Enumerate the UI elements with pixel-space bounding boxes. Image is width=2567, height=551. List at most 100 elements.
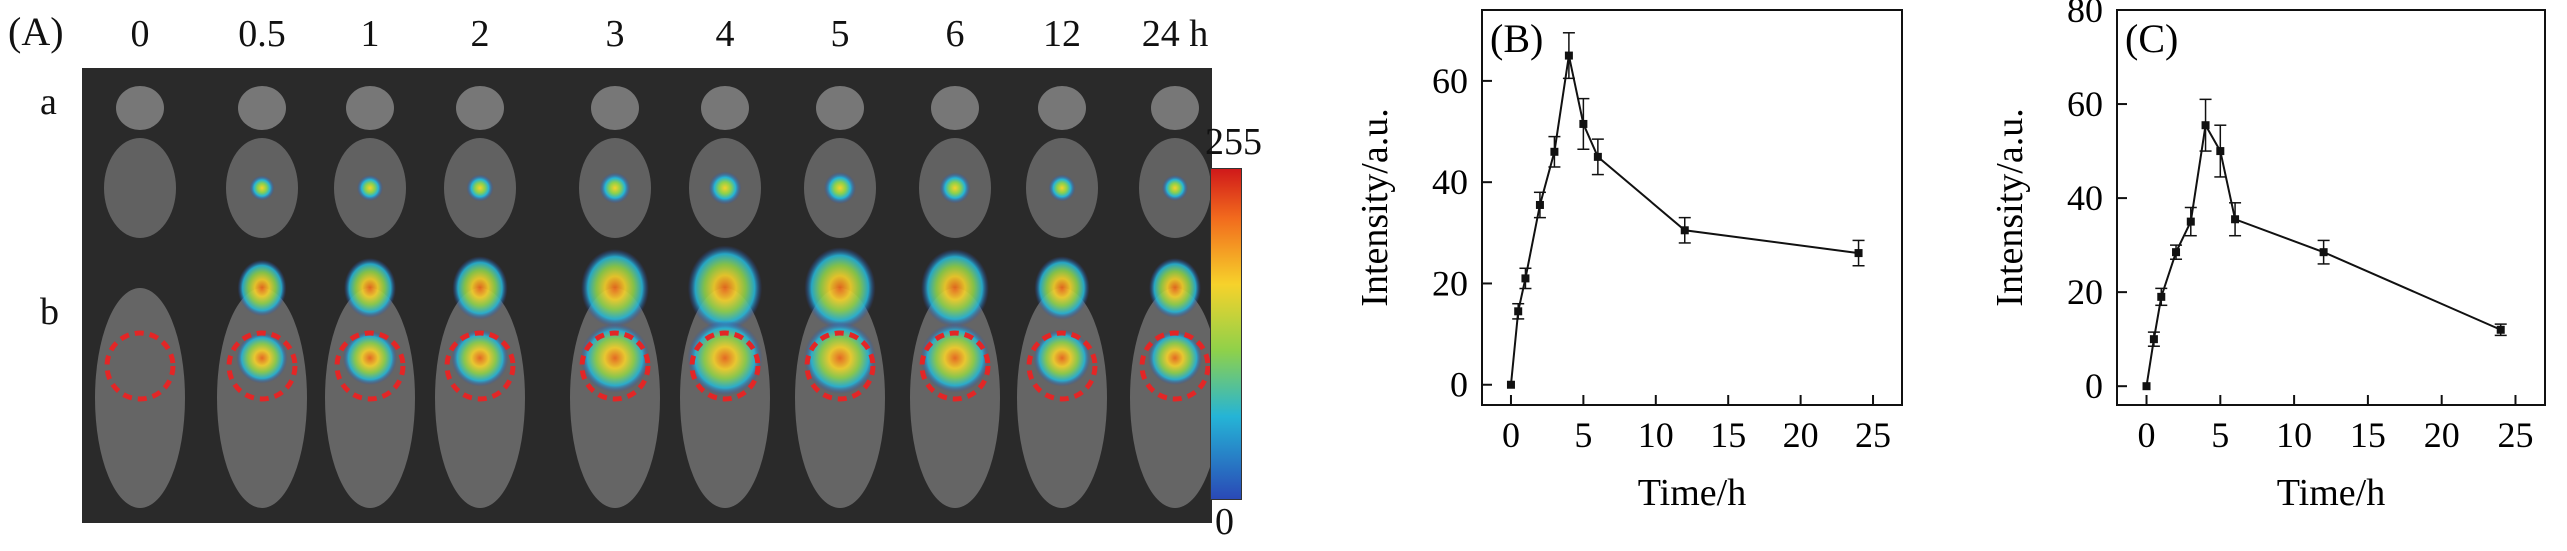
fluorescence-region — [581, 249, 649, 327]
y-tick-label: 60 — [1432, 61, 1468, 101]
y-tick-label: 40 — [2067, 178, 2103, 218]
data-point — [1680, 226, 1689, 235]
row-label-b: b — [40, 291, 59, 333]
fluorescence-region — [1033, 329, 1091, 387]
panel-a-label: (A) — [8, 9, 64, 54]
x-tick-label: 10 — [1638, 415, 1674, 455]
x-axis-label: Time/h — [2277, 472, 2385, 514]
time-label: 1 — [360, 13, 380, 55]
x-tick-label: 0 — [1502, 415, 1520, 455]
region-marker-circle — [579, 330, 651, 402]
time-label: 12 — [1043, 13, 1081, 55]
colorbar — [1210, 168, 1242, 500]
row-label-a: a — [40, 81, 57, 123]
fluorescence-region — [804, 247, 876, 329]
fluorescence-spot — [1162, 175, 1188, 201]
data-point — [2186, 217, 2195, 226]
fluorescence-region — [236, 332, 288, 384]
fluorescence-spot — [1048, 174, 1076, 202]
region-marker-circle — [1139, 330, 1211, 402]
fluorescence-spot — [939, 172, 971, 204]
fluorescence-spot — [599, 172, 631, 204]
data-point — [2216, 147, 2225, 156]
data-point — [2201, 121, 2210, 130]
mouse-head — [456, 86, 504, 130]
data-point — [1521, 274, 1530, 283]
data-point — [1550, 147, 1559, 156]
x-tick-label: 15 — [2350, 415, 2386, 455]
data-point — [2172, 248, 2181, 257]
region-marker-circle — [919, 330, 991, 402]
panel-label: (C) — [2125, 16, 2178, 61]
time-label: 6 — [945, 13, 965, 55]
data-point — [1854, 249, 1863, 258]
time-label: 5 — [830, 13, 850, 55]
fluorescence-spot — [249, 175, 275, 201]
chart-b: 0 5 10 15 20 25 0 20 40 60 Time/h Intensity/a.u. (B) — [1354, 9, 1903, 514]
y-tick-label: 60 — [2067, 84, 2103, 124]
x-tick-label: 10 — [2276, 415, 2312, 455]
series-line — [1509, 55, 1859, 385]
data-point — [1514, 307, 1523, 316]
plot-frame — [1481, 9, 1903, 406]
mouse-head — [1151, 86, 1199, 130]
plot-frame — [2116, 9, 2546, 406]
data-point — [1593, 152, 1602, 161]
x-tick-label: 25 — [2497, 415, 2533, 455]
x-tick-label: 5 — [2211, 415, 2229, 455]
fluorescence-spot — [708, 171, 742, 205]
region-marker-circle — [689, 330, 761, 402]
panel-label: (B) — [1490, 16, 1543, 61]
data-point — [1506, 380, 1515, 389]
mouse-head — [701, 86, 749, 130]
x-tick-label: 20 — [2424, 415, 2460, 455]
fluorescence-region — [343, 331, 397, 385]
x-tick-label: 0 — [2138, 415, 2156, 455]
fluorescence-region — [451, 329, 509, 387]
fluorescence-region — [452, 256, 508, 320]
x-tick-label: 15 — [1710, 415, 1746, 455]
mouse-head — [1038, 86, 1086, 130]
chart-c: 0 5 10 15 20 25 0 20 40 60 80 Time/h Intensity/a.u. (… — [1989, 0, 2546, 514]
x-tick-label: 5 — [1574, 415, 1592, 455]
region-marker-circle — [226, 330, 298, 402]
y-tick-label: 20 — [2067, 272, 2103, 312]
fluorescence-region — [237, 259, 287, 317]
x-tick-label: 25 — [1855, 415, 1891, 455]
mouse-silhouette — [104, 138, 176, 238]
y-axis-label: Intensity/a.u. — [1989, 108, 2031, 306]
mouse-head — [931, 86, 979, 130]
fluorescence-region — [1034, 256, 1090, 320]
region-marker-circle — [334, 330, 406, 402]
x-axis-label: Time/h — [1638, 472, 1746, 514]
mouse-head — [591, 86, 639, 130]
data-point — [2149, 335, 2158, 344]
data-point — [2157, 292, 2166, 301]
region-marker-circle — [104, 330, 176, 402]
region-marker-circle — [804, 330, 876, 402]
x-tick-label: 20 — [1783, 415, 1819, 455]
time-label: 0.5 — [238, 13, 286, 55]
fluorescence-region — [921, 249, 989, 327]
y-tick-label: 40 — [1432, 162, 1468, 202]
series-line — [2145, 122, 2502, 387]
y-tick-label: 20 — [1432, 263, 1468, 303]
fluorescence-region — [344, 258, 396, 318]
mouse-head — [116, 86, 164, 130]
time-label: 3 — [605, 13, 625, 55]
time-label: 2 — [470, 13, 490, 55]
colorbar-max-label: 255 — [1205, 121, 1262, 163]
fluorescence-spot — [824, 172, 856, 204]
mouse-silhouette — [1130, 288, 1220, 508]
mouse-head — [816, 86, 864, 130]
region-marker-circle — [444, 330, 516, 402]
data-point — [2231, 215, 2240, 224]
imaging-photo-strip — [82, 68, 1220, 523]
fluorescence-spot — [357, 175, 383, 201]
time-label: 4 — [715, 13, 735, 55]
mouse-head — [238, 86, 286, 130]
y-tick-label: 0 — [2085, 366, 2103, 406]
data-point — [1564, 51, 1573, 60]
data-point — [2319, 248, 2328, 257]
colorbar-min-label: 0 — [1215, 501, 1234, 543]
